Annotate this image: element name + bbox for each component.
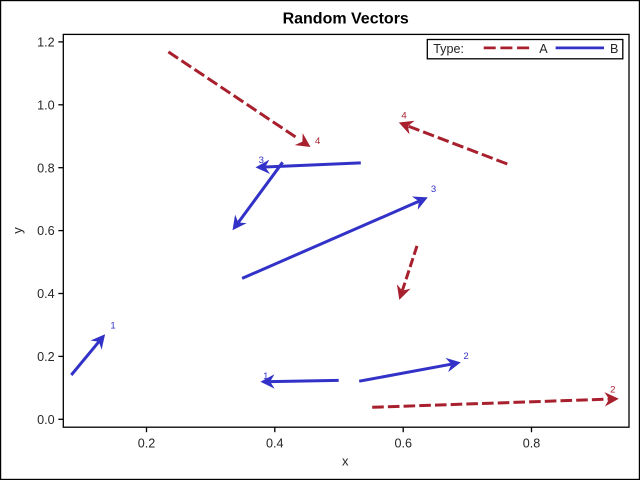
svg-text:1: 1 <box>263 371 268 382</box>
svg-text:0.8: 0.8 <box>37 161 55 175</box>
svg-text:3: 3 <box>259 155 264 166</box>
svg-text:Type:: Type: <box>433 42 464 56</box>
svg-text:Random Vectors: Random Vectors <box>283 11 409 28</box>
svg-text:0.2: 0.2 <box>37 350 55 364</box>
svg-text:3: 3 <box>431 184 436 195</box>
svg-text:B: B <box>610 42 618 56</box>
svg-text:0.6: 0.6 <box>37 224 55 238</box>
svg-text:0.0: 0.0 <box>37 413 55 427</box>
svg-text:4: 4 <box>315 136 321 147</box>
svg-text:x: x <box>342 454 349 469</box>
svg-text:4: 4 <box>401 110 407 121</box>
svg-text:2: 2 <box>610 384 615 395</box>
svg-text:A: A <box>539 42 548 56</box>
svg-text:0.2: 0.2 <box>138 436 156 450</box>
svg-text:0.4: 0.4 <box>37 287 55 301</box>
svg-text:y: y <box>10 227 25 234</box>
svg-text:0.6: 0.6 <box>394 436 412 450</box>
svg-text:2: 2 <box>463 351 468 362</box>
svg-text:0.8: 0.8 <box>523 436 541 450</box>
svg-text:0.4: 0.4 <box>266 436 284 450</box>
svg-text:1: 1 <box>110 321 115 332</box>
svg-text:1.0: 1.0 <box>37 98 55 112</box>
svg-text:1.2: 1.2 <box>37 36 55 50</box>
